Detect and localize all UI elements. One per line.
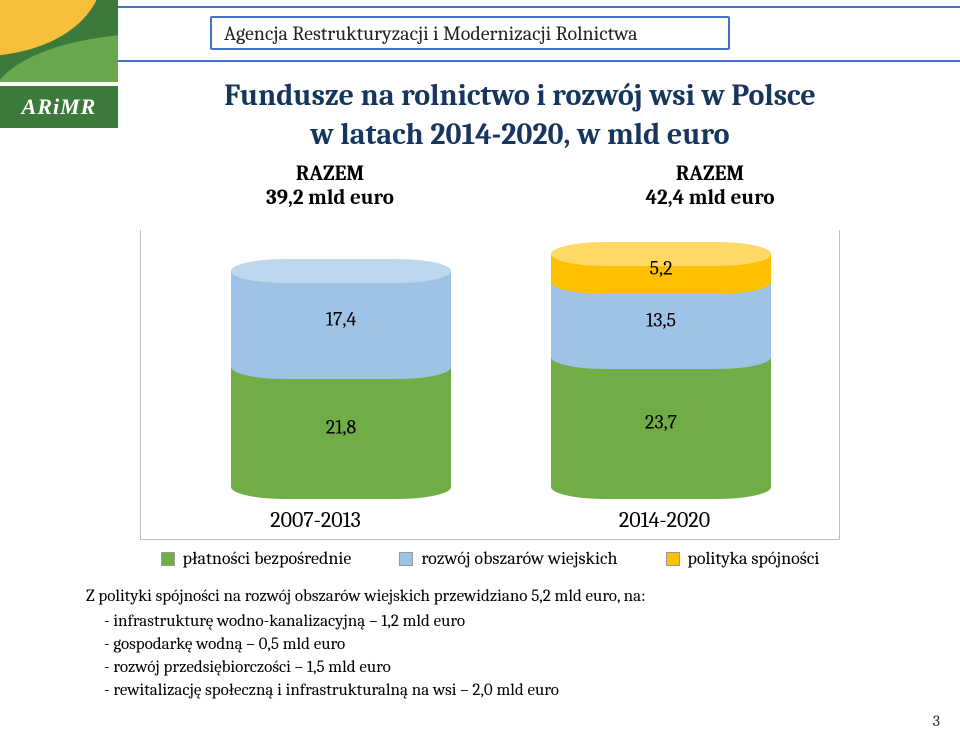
logo-text: ARiMR — [0, 86, 118, 128]
title-line2: w latach 2014-2020, w mld euro — [120, 115, 920, 154]
xaxis-tick-1: 2014-2020 — [490, 499, 839, 539]
chart-slice-spoj: 5,2 — [551, 242, 771, 295]
agency-name: Agencja Restrukturyzacji i Modernizacji … — [224, 22, 638, 45]
page: Agencja Restrukturyzacji i Modernizacji … — [0, 0, 960, 740]
legend-item-2: polityka spójności — [666, 548, 820, 569]
footnote-lead-b: , na: — [617, 587, 646, 606]
legend-swatch-0 — [161, 552, 175, 566]
chart-stack: 23,7 13,5 5,2 — [551, 242, 771, 499]
total-left: RAZEM 39,2 mld euro — [230, 162, 430, 210]
chart-value-label: 5,2 — [551, 257, 771, 280]
legend-item-1: rozwój obszarów wiejskich — [399, 548, 617, 569]
chart-xaxis: 2007-2013 2014-2020 — [141, 499, 839, 539]
legend-swatch-2 — [666, 552, 680, 566]
chart-value-label: 21,8 — [231, 416, 451, 439]
footnote-lead: Z polityki spójności na rozwój obszarów … — [86, 586, 900, 609]
chart: 21,8 17,4 23,7 13,5 5,2 2007-2013 2014-2020 — [140, 230, 840, 540]
legend-label-0: płatności bezpośrednie — [183, 548, 352, 569]
title-line2a: w latach 2014-2020, — [310, 117, 577, 152]
legend-item-0: płatności bezpośrednie — [161, 548, 352, 569]
footnote-item-3: rewitalizację społeczną i infrastruktura… — [104, 680, 900, 703]
logo: ARiMR — [0, 0, 118, 128]
chart-value-label: 17,4 — [231, 308, 451, 331]
total-right-label: RAZEM — [610, 162, 810, 186]
total-left-value: 39,2 mld euro — [230, 186, 430, 210]
footnote-item-1: gospodarkę wodną – 0,5 mld euro — [104, 634, 900, 657]
chart-value-label: 13,5 — [551, 308, 771, 331]
title-line1: Fundusze na rolnictwo i rozwój wsi w Pol… — [120, 76, 920, 115]
footnote-item-0: infrastrukturę wodno-kanalizacyjną – 1,2… — [104, 611, 900, 634]
chart-plot: 21,8 17,4 23,7 13,5 5,2 — [151, 230, 829, 499]
total-right-value: 42,4 mld euro — [610, 186, 810, 210]
banner-rule-bottom — [0, 60, 960, 62]
footnotes: Z polityki spójności na rozwój obszarów … — [86, 586, 900, 703]
title-line2b: w mld euro — [577, 117, 729, 152]
legend-label-2: polityka spójności — [688, 548, 820, 569]
page-title: Fundusze na rolnictwo i rozwój wsi w Pol… — [120, 76, 920, 154]
chart-legend: płatności bezpośrednie rozwój obszarów w… — [140, 548, 840, 569]
chart-value-label: 23,7 — [551, 410, 771, 433]
agency-name-box: Agencja Restrukturyzacji i Modernizacji … — [210, 16, 730, 50]
banner-rule-top — [0, 6, 960, 8]
page-number: 3 — [933, 712, 940, 730]
total-right: RAZEM 42,4 mld euro — [610, 162, 810, 210]
footnote-lead-a: Z polityki spójności na rozwój obszarów … — [86, 587, 617, 606]
totals-row: RAZEM 39,2 mld euro RAZEM 42,4 mld euro — [120, 162, 920, 210]
footnote-item-2: rozwój przedsiębiorczości – 1,5 mld euro — [104, 657, 900, 680]
legend-swatch-1 — [399, 552, 413, 566]
footnote-list: infrastrukturę wodno-kanalizacyjną – 1,2… — [86, 611, 900, 703]
logo-graphic — [0, 0, 118, 84]
chart-slice-row: 17,4 — [231, 259, 451, 379]
chart-stack: 21,8 17,4 — [231, 259, 451, 499]
total-left-label: RAZEM — [230, 162, 430, 186]
agency-banner: Agencja Restrukturyzacji i Modernizacji … — [0, 6, 960, 62]
xaxis-tick-0: 2007-2013 — [141, 499, 490, 539]
legend-label-1: rozwój obszarów wiejskich — [421, 548, 617, 569]
